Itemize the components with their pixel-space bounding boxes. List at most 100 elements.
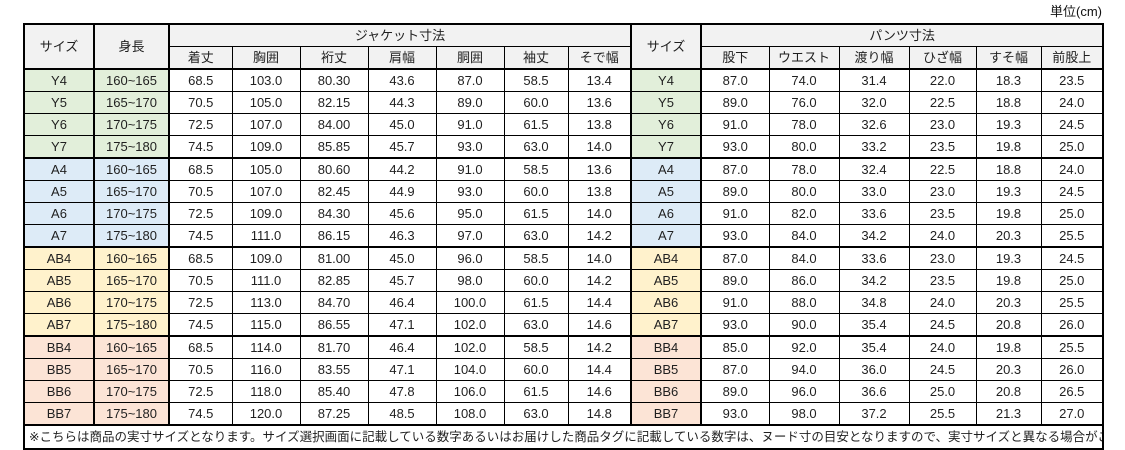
jacket-value-cell: 47.1: [367, 358, 437, 381]
pants-value-cell: 25.5: [1040, 335, 1104, 359]
jacket-value-cell: 70.5: [168, 269, 233, 292]
pants-value-cell: 23.5: [908, 135, 977, 159]
jacket-value-cell: 80.30: [299, 68, 369, 92]
jacket-value-cell: 58.5: [503, 157, 569, 181]
pants-value-cell: 27.0: [1040, 402, 1104, 426]
header-pants-col: 股下: [700, 46, 770, 70]
pants-value-cell: 20.3: [975, 291, 1042, 314]
header-size-pants: サイズ: [630, 23, 702, 70]
jacket-value-cell: 14.2: [567, 269, 632, 292]
height-cell: 165~170: [93, 269, 170, 292]
jacket-value-cell: 87.25: [299, 402, 369, 426]
pants-value-cell: 93.0: [700, 313, 770, 337]
table-row: AB5 165~170 70.5 111.0 82.85 45.7 98.0 60.0 14.2…: [23, 269, 1104, 292]
pants-value-cell: 84.0: [768, 224, 840, 248]
jacket-value-cell: 14.0: [567, 202, 632, 225]
size-cell: Y4: [23, 68, 95, 92]
pants-value-cell: 26.0: [1040, 313, 1104, 337]
jacket-value-cell: 14.8: [567, 402, 632, 426]
pants-value-cell: 33.0: [838, 180, 910, 203]
table-row: BB6 170~175 72.5 118.0 85.40 47.8 106.0 61.5 14.…: [23, 380, 1104, 403]
jacket-value-cell: 47.8: [367, 380, 437, 403]
pants-value-cell: 33.2: [838, 135, 910, 159]
table-body: Y4 160~165 68.5 103.0 80.30 43.6 87.0 58.5 13.4 Y…: [23, 68, 1104, 426]
height-cell: 170~175: [93, 291, 170, 314]
table-row: Y6 170~175 72.5 107.0 84.00 45.0 91.0 61.5 13.8 Y…: [23, 113, 1104, 136]
unit-label: 単位(cm): [1050, 4, 1102, 19]
jacket-value-cell: 109.0: [231, 135, 301, 159]
jacket-value-cell: 47.1: [367, 313, 437, 337]
height-cell: 175~180: [93, 402, 170, 426]
jacket-value-cell: 114.0: [231, 335, 301, 359]
pants-value-cell: 25.0: [1040, 269, 1104, 292]
pants-value-cell: 20.8: [975, 380, 1042, 403]
jacket-value-cell: 85.85: [299, 135, 369, 159]
pants-value-cell: 33.6: [838, 202, 910, 225]
height-cell: 165~170: [93, 358, 170, 381]
jacket-value-cell: 102.0: [435, 335, 505, 359]
pants-value-cell: 32.6: [838, 113, 910, 136]
height-cell: 170~175: [93, 113, 170, 136]
table-row: A5 165~170 70.5 107.0 82.45 44.9 93.0 60.0 13.8 A…: [23, 180, 1104, 203]
jacket-value-cell: 87.0: [435, 68, 505, 92]
pants-value-cell: 19.3: [975, 246, 1042, 270]
jacket-value-cell: 46.4: [367, 335, 437, 359]
jacket-value-cell: 45.0: [367, 113, 437, 136]
jacket-value-cell: 82.85: [299, 269, 369, 292]
pants-value-cell: 85.0: [700, 335, 770, 359]
header-pants-col: 前股上: [1040, 46, 1104, 70]
header-jacket-col: 肩幅: [367, 46, 437, 70]
pants-value-cell: 23.0: [908, 113, 977, 136]
table-row: A6 170~175 72.5 109.0 84.30 45.6 95.0 61.5 14.0 A…: [23, 202, 1104, 225]
jacket-value-cell: 60.0: [503, 180, 569, 203]
jacket-value-cell: 100.0: [435, 291, 505, 314]
header-pants-col: ひざ幅: [908, 46, 977, 70]
jacket-value-cell: 107.0: [231, 180, 301, 203]
size-cell-pants: BB7: [630, 402, 702, 426]
pants-value-cell: 84.0: [768, 246, 840, 270]
table-row: BB7 175~180 74.5 120.0 87.25 48.5 108.0 63.0 14.…: [23, 402, 1104, 426]
jacket-value-cell: 61.5: [503, 380, 569, 403]
jacket-value-cell: 105.0: [231, 91, 301, 114]
jacket-value-cell: 13.6: [567, 157, 632, 181]
size-cell: AB6: [23, 291, 95, 314]
jacket-value-cell: 89.0: [435, 91, 505, 114]
pants-value-cell: 35.4: [838, 335, 910, 359]
pants-value-cell: 24.0: [908, 335, 977, 359]
pants-value-cell: 89.0: [700, 180, 770, 203]
jacket-value-cell: 93.0: [435, 135, 505, 159]
pants-value-cell: 21.3: [975, 402, 1042, 426]
jacket-value-cell: 96.0: [435, 246, 505, 270]
pants-value-cell: 87.0: [700, 68, 770, 92]
size-cell-pants: A5: [630, 180, 702, 203]
pants-value-cell: 24.5: [1040, 113, 1104, 136]
table-row: AB7 175~180 74.5 115.0 86.55 47.1 102.0 63.0 14.…: [23, 313, 1104, 337]
jacket-value-cell: 14.4: [567, 291, 632, 314]
jacket-value-cell: 82.15: [299, 91, 369, 114]
height-cell: 160~165: [93, 68, 170, 92]
size-cell: A4: [23, 157, 95, 181]
size-cell-pants: Y7: [630, 135, 702, 159]
pants-value-cell: 23.5: [908, 202, 977, 225]
jacket-value-cell: 106.0: [435, 380, 505, 403]
table-row: Y5 165~170 70.5 105.0 82.15 44.3 89.0 60.0 13.6 Y…: [23, 91, 1104, 114]
size-cell-pants: AB4: [630, 246, 702, 270]
pants-value-cell: 76.0: [768, 91, 840, 114]
jacket-value-cell: 43.6: [367, 68, 437, 92]
jacket-value-cell: 70.5: [168, 91, 233, 114]
jacket-value-cell: 105.0: [231, 157, 301, 181]
size-cell: AB5: [23, 269, 95, 292]
jacket-value-cell: 70.5: [168, 180, 233, 203]
size-cell: Y6: [23, 113, 95, 136]
size-cell: Y7: [23, 135, 95, 159]
jacket-value-cell: 45.6: [367, 202, 437, 225]
jacket-value-cell: 14.4: [567, 358, 632, 381]
jacket-value-cell: 61.5: [503, 291, 569, 314]
jacket-value-cell: 86.55: [299, 313, 369, 337]
pants-value-cell: 88.0: [768, 291, 840, 314]
header-pants-group: パンツ寸法: [700, 23, 1104, 47]
jacket-value-cell: 58.5: [503, 68, 569, 92]
pants-value-cell: 36.6: [838, 380, 910, 403]
jacket-value-cell: 58.5: [503, 246, 569, 270]
table-row: BB4 160~165 68.5 114.0 81.70 46.4 102.0 58.5 14.…: [23, 335, 1104, 359]
